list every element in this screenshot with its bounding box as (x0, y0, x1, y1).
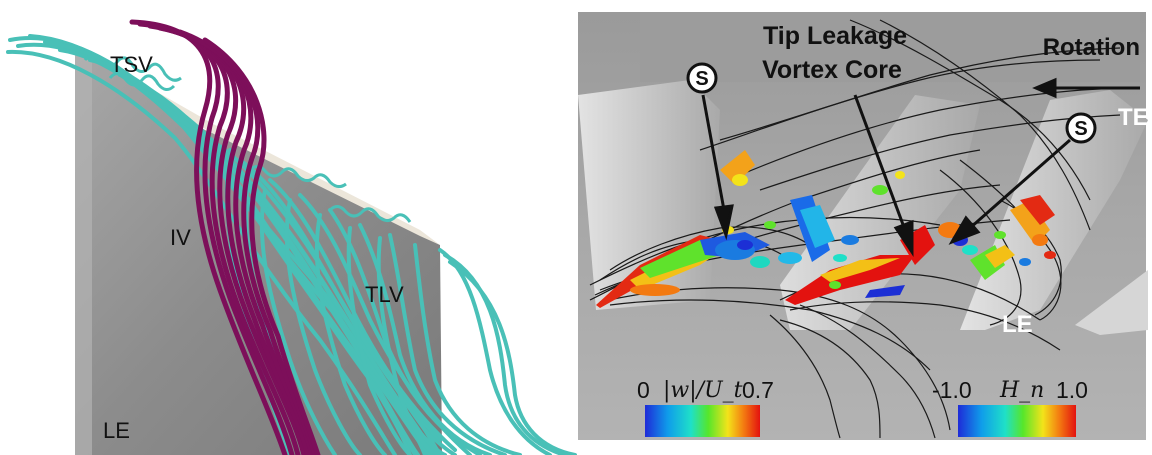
colorbar-velocity-label: |w|/U_t (663, 378, 743, 403)
blade-far-right (1075, 270, 1148, 335)
arrow-s-left (701, 94, 726, 211)
s-marker-left: S (695, 68, 708, 90)
label-le-right: LE (1002, 311, 1033, 338)
label-tip-leakage: Tip Leakage (763, 22, 907, 50)
s-marker-right: S (1074, 118, 1087, 140)
arrow-vortex-core (853, 94, 907, 231)
induced-vortex-streamlines (129, 19, 321, 455)
hub-wall (640, 12, 1140, 82)
label-tsv: TSV (110, 52, 153, 77)
colorbar-velocity-min: 0 (637, 377, 650, 403)
tip-leakage-contours-left (596, 150, 802, 308)
colorbar-velocity-max: 0.7 (742, 377, 774, 403)
label-te: TE (1118, 104, 1149, 131)
s-marker-left-circle (686, 62, 718, 94)
flow-streamlines (589, 19, 1121, 439)
label-iv: IV (170, 225, 191, 250)
label-rotation: Rotation (1043, 34, 1140, 61)
tip-leakage-contours-right (938, 195, 1056, 280)
colorbar-helicity-bar (958, 405, 1076, 437)
arrow-s-left-head (713, 204, 734, 241)
label-le-left: LE (103, 418, 130, 443)
blade-leading-edge (75, 45, 92, 455)
colorbar-velocity-bar (645, 405, 760, 437)
annotation-arrows (701, 77, 1140, 257)
colorbar-helicity: -1.0 H_n 1.0 (932, 377, 1088, 437)
label-tlv: TLV (365, 282, 404, 307)
arrow-rotation-head (1032, 77, 1057, 99)
label-vortex-core: Vortex Core (762, 56, 902, 84)
blade-tip-strip (75, 45, 440, 245)
s-marker-right-circle (1065, 112, 1097, 144)
colorbar-helicity-min: -1.0 (932, 377, 972, 403)
right-panel: S S Tip Leakage Vortex Core Rotation TE … (578, 12, 1149, 440)
arrow-vortex-core-head (893, 219, 914, 257)
colorbar-helicity-label: H_n (999, 378, 1044, 403)
arrow-s-right-head (948, 215, 981, 245)
tip-separation-vortex-streamlines (83, 54, 412, 223)
colorbar-velocity: 0 |w|/U_t 0.7 (637, 377, 774, 437)
colorbar-helicity-max: 1.0 (1056, 377, 1088, 403)
blade-right (960, 90, 1148, 330)
left-panel: TSV IV TLV LE (6, 19, 577, 455)
arrow-s-right (969, 138, 1071, 230)
